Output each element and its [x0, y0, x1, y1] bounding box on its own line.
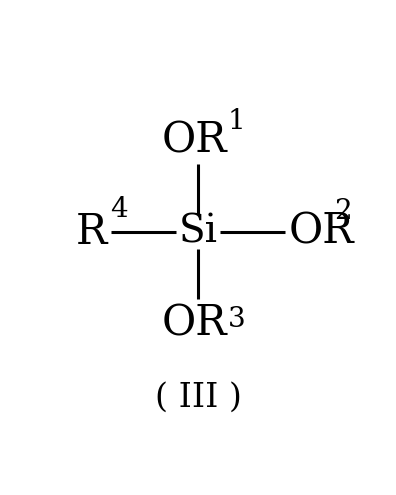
Text: 1: 1: [228, 108, 246, 136]
Text: 2: 2: [335, 198, 352, 225]
Text: R: R: [76, 211, 107, 252]
Text: 4: 4: [110, 197, 128, 223]
Text: OR: OR: [161, 119, 227, 161]
Text: OR: OR: [289, 211, 355, 252]
Text: Si: Si: [179, 213, 217, 250]
Text: ( III ): ( III ): [154, 382, 242, 414]
Text: OR: OR: [161, 302, 227, 344]
Text: 3: 3: [228, 306, 246, 333]
